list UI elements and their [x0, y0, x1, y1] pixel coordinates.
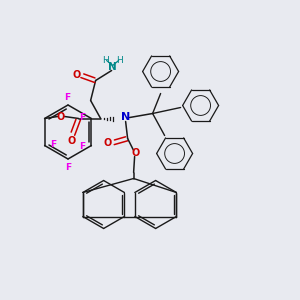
Text: H: H — [116, 56, 123, 65]
Text: F: F — [79, 113, 85, 122]
Text: F: F — [64, 92, 70, 101]
Text: O: O — [56, 112, 65, 122]
Text: O: O — [103, 139, 112, 148]
Text: N: N — [121, 112, 130, 122]
Text: H: H — [102, 56, 109, 65]
Text: N: N — [108, 62, 117, 73]
Text: F: F — [79, 142, 85, 151]
Text: O: O — [131, 148, 140, 158]
Text: O: O — [68, 136, 76, 146]
Text: O: O — [73, 70, 81, 80]
Text: F: F — [65, 163, 71, 172]
Text: F: F — [51, 140, 57, 149]
